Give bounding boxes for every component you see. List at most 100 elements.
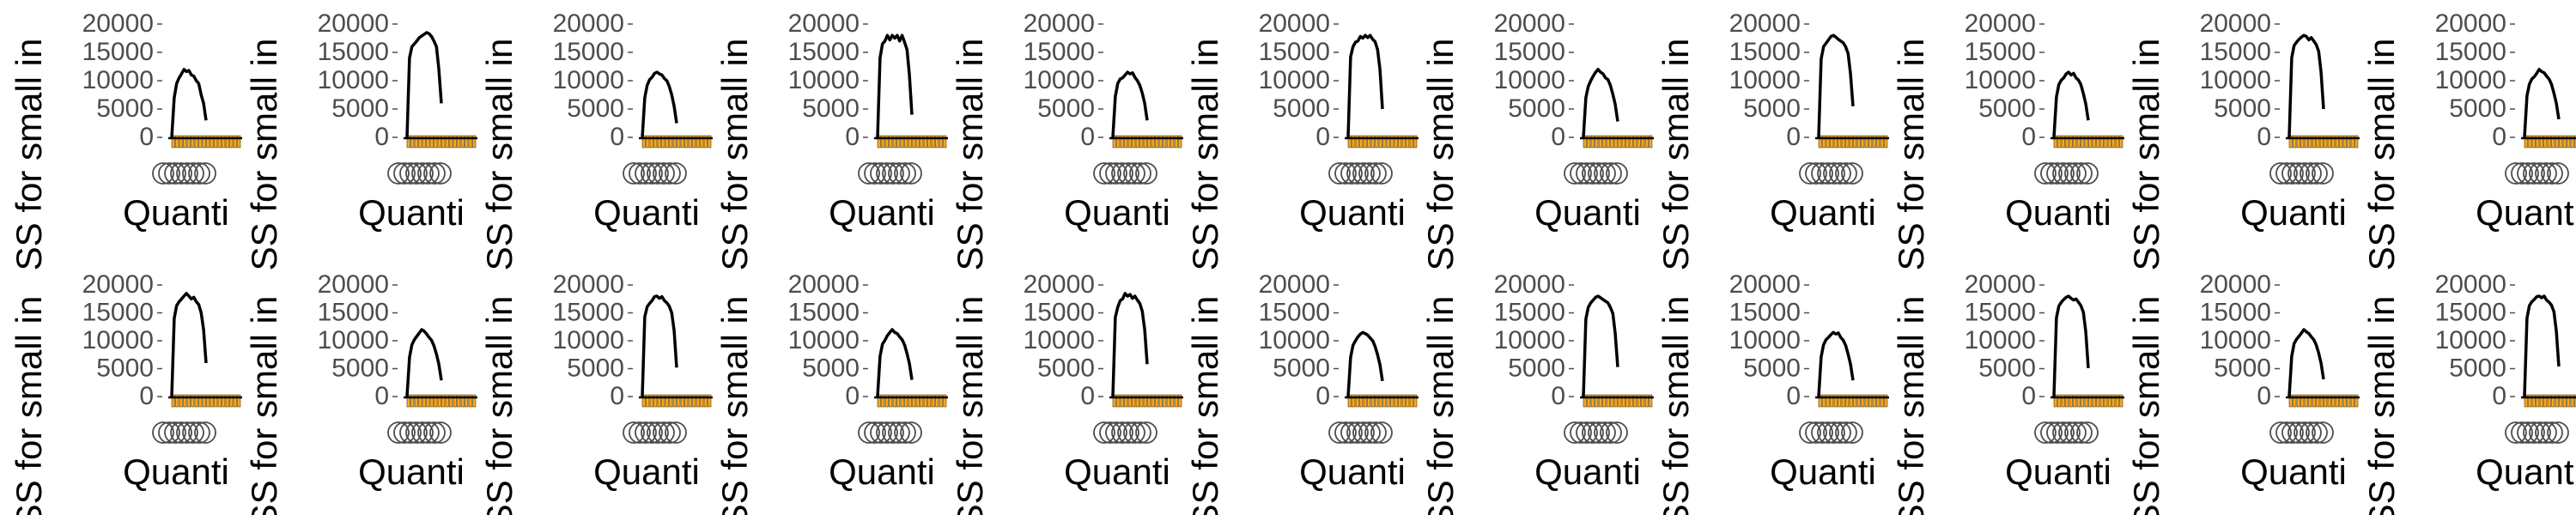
bar (669, 135, 673, 148)
y-tick-label: 0 (2021, 123, 2036, 151)
bar (457, 135, 461, 148)
x-tick-label (399, 162, 422, 185)
bar (1127, 135, 1132, 148)
bar (472, 394, 477, 408)
bar (237, 135, 241, 148)
bar (1120, 394, 1124, 408)
bar (1595, 135, 1599, 148)
series-line (1817, 330, 1855, 397)
bar (437, 394, 441, 408)
x-tick-label (164, 162, 186, 185)
bar (703, 394, 708, 408)
x-tick-label (2517, 162, 2539, 185)
bar (2531, 394, 2536, 408)
x-tick-label (1823, 421, 1845, 444)
bar (1841, 135, 1845, 148)
y-tick-label: 5000 (2214, 94, 2271, 123)
bar (229, 135, 234, 148)
bar (2331, 394, 2336, 408)
x-tick-label (2306, 421, 2328, 444)
x-tick-label (1105, 421, 1127, 444)
bar (1132, 394, 1136, 408)
y-tick-label: 5000 (567, 94, 624, 123)
y-tick-label: 0 (1080, 382, 1095, 410)
bar (1590, 135, 1595, 148)
bar (2547, 135, 2551, 148)
x-tick-label (1835, 162, 1857, 185)
x-tick-label (1805, 421, 1827, 444)
series-line (876, 328, 914, 397)
bar (1135, 135, 1139, 148)
x-tick-label (152, 162, 174, 185)
x-tick-label (1594, 162, 1616, 185)
y-tick-label: 20000 (2200, 9, 2271, 38)
bar (1822, 394, 1826, 408)
y-axis-label: SS for small in (1420, 296, 1461, 515)
x-tick-label (2281, 162, 2304, 185)
y-tick-label: 15000 (318, 299, 389, 327)
bar (927, 394, 932, 408)
bar (680, 394, 684, 408)
bar (935, 394, 939, 408)
bar (1868, 394, 1873, 408)
x-tick-label (2541, 421, 2563, 444)
y-tick-label: 20000 (1024, 9, 1095, 38)
x-tick-label (1328, 162, 1351, 185)
x-tick-label (1841, 162, 1863, 185)
x-tick-label (1817, 421, 1839, 444)
x-tick-label (417, 162, 440, 185)
x-tick-label (387, 162, 410, 185)
x-tick-label (2535, 421, 2557, 444)
bar (179, 135, 183, 148)
bar (2296, 394, 2300, 408)
y-tick-label: 15000 (1494, 299, 1565, 327)
bar (1398, 394, 1402, 408)
bar (1401, 135, 1406, 148)
bar (217, 394, 222, 408)
bar (661, 394, 665, 408)
x-axis-label: Quanti (1299, 192, 1406, 233)
y-tick-label: 5000 (96, 94, 154, 123)
y-axis-label: SS for small in (2126, 39, 2166, 271)
bar (225, 135, 229, 148)
x-tick-label (1129, 421, 1151, 444)
y-tick-label: 5000 (331, 94, 389, 123)
x-tick-label (170, 162, 192, 185)
x-tick-label (2040, 421, 2063, 444)
x-tick-label (182, 421, 204, 444)
bar (1641, 135, 1645, 148)
x-axis-label: Quanti (1299, 451, 1406, 492)
bar (410, 394, 415, 408)
series-line (170, 68, 208, 138)
bar (2300, 135, 2305, 148)
bar (1147, 394, 1151, 408)
x-tick-label (411, 421, 434, 444)
bar (1367, 394, 1371, 408)
bar (1872, 394, 1876, 408)
series-line (1582, 294, 1619, 397)
y-tick-label: 20000 (553, 9, 624, 38)
bar (194, 394, 198, 408)
y-tick-label: 15000 (318, 38, 389, 66)
x-tick-label (2547, 162, 2569, 185)
x-axis-label: Quanti (2476, 192, 2576, 233)
bar (2574, 135, 2576, 148)
bar (422, 135, 426, 148)
x-tick-label (2547, 421, 2569, 444)
bar (1409, 394, 1413, 408)
bar (2073, 394, 2077, 408)
y-tick-label: 15000 (1024, 299, 1095, 327)
x-tick-label (1582, 421, 1604, 444)
x-tick-label (1841, 421, 1863, 444)
bar (2312, 135, 2316, 148)
bar (2099, 394, 2104, 408)
bar (1359, 394, 1364, 408)
series-line (1346, 33, 1384, 138)
x-tick-label (2269, 421, 2292, 444)
bar (1386, 394, 1390, 408)
bar (2088, 394, 2093, 408)
x-tick-label (423, 421, 446, 444)
